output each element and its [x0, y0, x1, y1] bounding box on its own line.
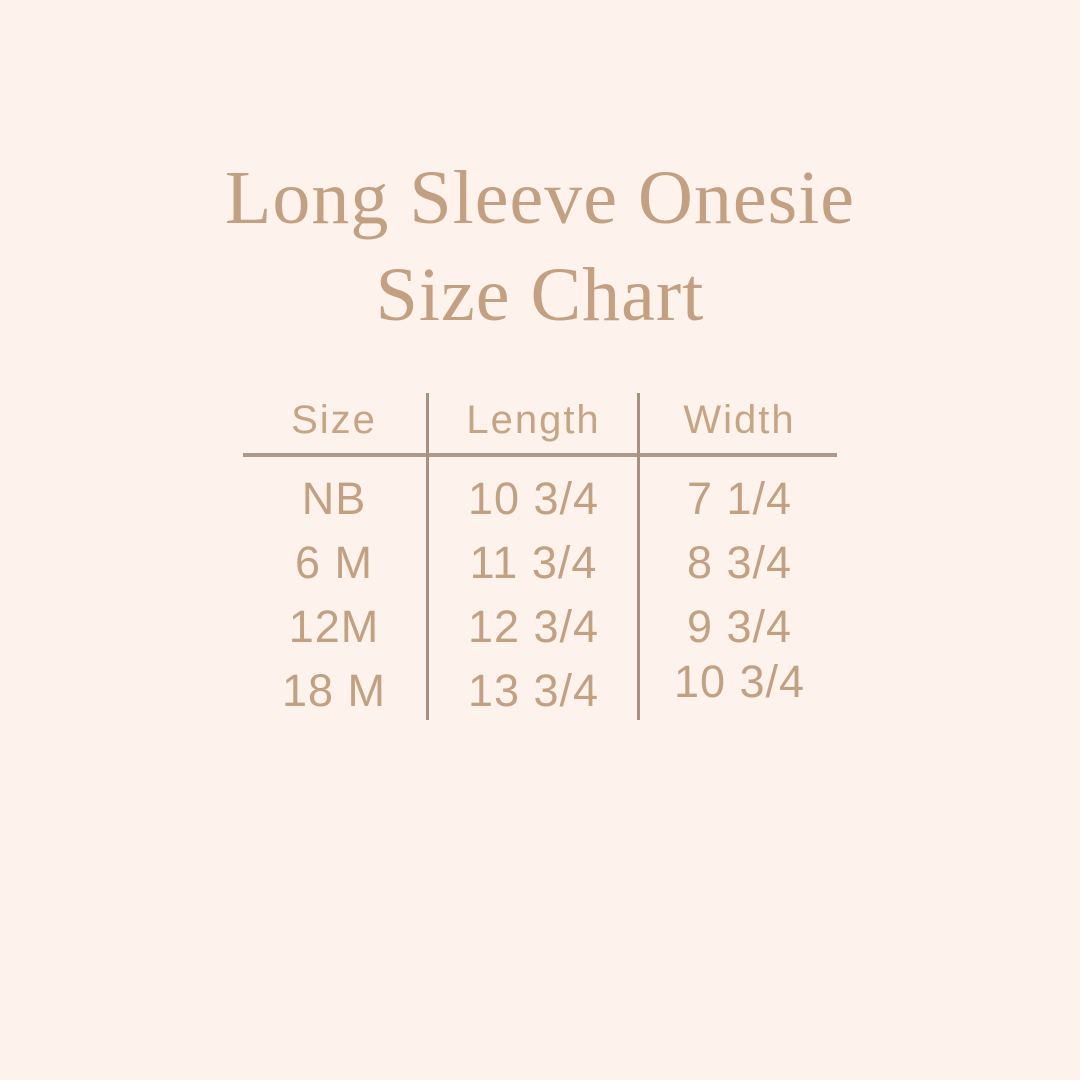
width-cell: 7 1/4 [686, 473, 793, 524]
table-row: 12M 12 3/4 9 3/4 [240, 595, 840, 659]
table-row: 6 M 11 3/4 8 3/4 [240, 531, 840, 595]
length-cell: 12 3/4 [467, 601, 600, 652]
table-row: 18 M 13 3/4 10 3/4 [240, 656, 840, 723]
page-title-line2: Size Chart [375, 253, 705, 337]
width-cell: 9 3/4 [686, 601, 793, 652]
size-cell: 12M [288, 601, 380, 652]
page-title: Long Sleeve Onesie Size Chart [0, 150, 1080, 344]
size-table: Size Length Width NB 10 3/4 7 1/4 6 M 11… [240, 385, 840, 725]
column-header-size: Size [291, 397, 377, 442]
page-title-line1: Long Sleeve Onesie [224, 156, 856, 240]
size-cell: 18 M [281, 665, 387, 716]
header-divider-line [243, 453, 837, 457]
table-row: NB 10 3/4 7 1/4 [240, 467, 840, 531]
table-body: NB 10 3/4 7 1/4 6 M 11 3/4 8 3/4 12M 12 … [240, 455, 840, 723]
width-cell: 8 3/4 [686, 537, 793, 588]
size-cell: NB [301, 473, 367, 524]
length-cell: 10 3/4 [467, 473, 600, 524]
width-cell: 10 3/4 [673, 656, 806, 707]
length-cell: 13 3/4 [467, 665, 600, 716]
column-header-length: Length [466, 397, 601, 442]
column-divider-line-1 [426, 393, 429, 720]
table-header-row: Size Length Width [240, 385, 840, 455]
column-header-width: Width [683, 397, 796, 442]
size-cell: 6 M [294, 537, 373, 588]
length-cell: 11 3/4 [469, 537, 598, 588]
column-divider-line-2 [637, 393, 640, 720]
